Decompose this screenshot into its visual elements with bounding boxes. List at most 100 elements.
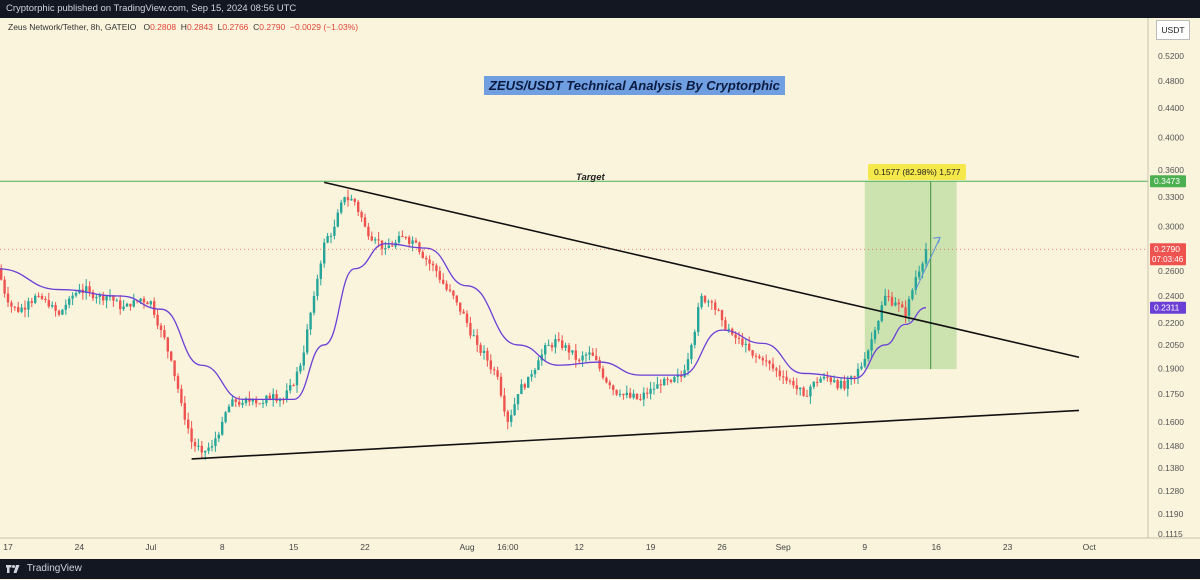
candle-body	[346, 197, 350, 201]
target-label[interactable]: Target	[576, 172, 605, 183]
candle-body	[3, 279, 6, 294]
candle-body	[438, 271, 441, 280]
candle-body	[292, 385, 295, 387]
candle-body	[884, 295, 887, 306]
candle-body	[564, 345, 567, 348]
candle-body	[744, 343, 747, 345]
candle-body	[493, 369, 496, 371]
candle-body	[51, 305, 54, 307]
candle-body	[863, 358, 866, 367]
candle-body	[312, 295, 316, 313]
candle-body	[673, 376, 676, 382]
candle-body	[193, 441, 197, 447]
candle-body	[37, 295, 40, 297]
candle-body	[792, 381, 795, 386]
ascending-trendline[interactable]	[191, 409, 1080, 460]
candle-body	[901, 304, 904, 308]
candle-body	[204, 450, 207, 453]
time-tick-label: 8	[220, 542, 225, 552]
projection-arrow-line[interactable]	[915, 237, 941, 290]
time-tick-label: 26	[717, 542, 727, 552]
candle-body	[326, 236, 329, 243]
candle-body	[554, 339, 557, 348]
candle-body	[170, 351, 173, 361]
candle-body	[921, 263, 924, 272]
candle-body	[469, 322, 472, 336]
bar-countdown-tag: 07:03:46	[1152, 255, 1184, 264]
candle-body	[703, 295, 707, 303]
candle-body	[316, 278, 319, 296]
candle-body	[119, 300, 122, 310]
candle-body	[244, 398, 248, 404]
candle-body	[911, 290, 914, 300]
candle-body	[754, 355, 758, 357]
candle-body	[367, 226, 370, 237]
candle-body	[210, 446, 214, 448]
open-value: 0.2808	[150, 22, 177, 32]
candle-body	[122, 306, 125, 310]
close-value: 0.2790	[259, 22, 286, 32]
candle-body	[537, 360, 540, 370]
candle-body	[241, 403, 244, 405]
candle-body	[506, 411, 509, 422]
price-axis-background[interactable]	[1148, 18, 1200, 559]
candle-body	[64, 304, 67, 310]
price-chart[interactable]: 0.56000.52000.48000.44000.40000.36000.33…	[0, 18, 1200, 559]
measure-zone[interactable]	[864, 181, 957, 370]
candle-body	[435, 265, 438, 272]
candle-body	[112, 295, 115, 301]
time-tick-label: 23	[1003, 542, 1013, 552]
chart-pane[interactable]: 0.56000.52000.48000.44000.40000.36000.33…	[0, 18, 1200, 559]
candle-body	[748, 343, 751, 351]
candle-body	[904, 307, 907, 317]
candle-body	[442, 279, 445, 284]
candle-body	[462, 311, 465, 314]
candle-body	[455, 295, 458, 303]
candle-body	[350, 199, 353, 201]
time-tick-label: 9	[862, 542, 867, 552]
candle-body	[98, 294, 101, 297]
currency-unit-button[interactable]: USDT	[1156, 20, 1190, 40]
candle-body	[822, 376, 826, 379]
time-tick-label: 15	[289, 542, 299, 552]
candle-body	[302, 352, 305, 366]
candle-body	[663, 378, 666, 386]
candle-body	[741, 338, 744, 345]
time-tick-label: 12	[574, 542, 584, 552]
candle-body	[782, 376, 785, 378]
last-price-tag-bg	[1150, 243, 1186, 266]
price-tick-label: 0.4800	[1158, 76, 1184, 86]
candle-body	[414, 240, 418, 243]
descending-trendline[interactable]	[324, 181, 1080, 359]
candle-body	[125, 303, 129, 307]
candle-body	[652, 388, 656, 390]
tradingview-logo-icon	[6, 565, 20, 573]
candle-body	[482, 350, 486, 353]
candle-body	[819, 378, 822, 383]
candle-body	[187, 419, 190, 429]
chart-title-annotation[interactable]: ZEUS/USDT Technical Analysis By Cryptorp…	[484, 76, 785, 95]
symbol-legend[interactable]: Zeus Network/Tether, 8h, GATEIO O0.2808 …	[8, 22, 358, 32]
candle-body	[856, 368, 860, 377]
candle-body	[91, 292, 95, 299]
candle-body	[176, 376, 180, 389]
candle-body	[581, 355, 584, 361]
candle-body	[57, 310, 61, 315]
moving-average-line[interactable]	[0, 243, 927, 401]
measure-label[interactable]: 0.1577 (82.98%) 1,577	[868, 164, 967, 180]
candle-body	[734, 334, 737, 338]
candle-body	[68, 298, 71, 305]
high-value: 0.2843	[186, 22, 213, 32]
candle-body	[785, 376, 788, 381]
candle-body	[374, 239, 377, 241]
candle-body	[363, 217, 367, 227]
candle-body	[659, 384, 662, 386]
candle-body	[795, 385, 798, 390]
candle-body	[261, 403, 265, 405]
candle-body	[561, 340, 564, 348]
candle-body	[578, 359, 581, 361]
price-tick-label: 0.1750	[1158, 389, 1184, 399]
candle-body	[544, 345, 547, 355]
price-tick-label: 0.3000	[1158, 222, 1184, 232]
candle-body	[34, 295, 37, 303]
